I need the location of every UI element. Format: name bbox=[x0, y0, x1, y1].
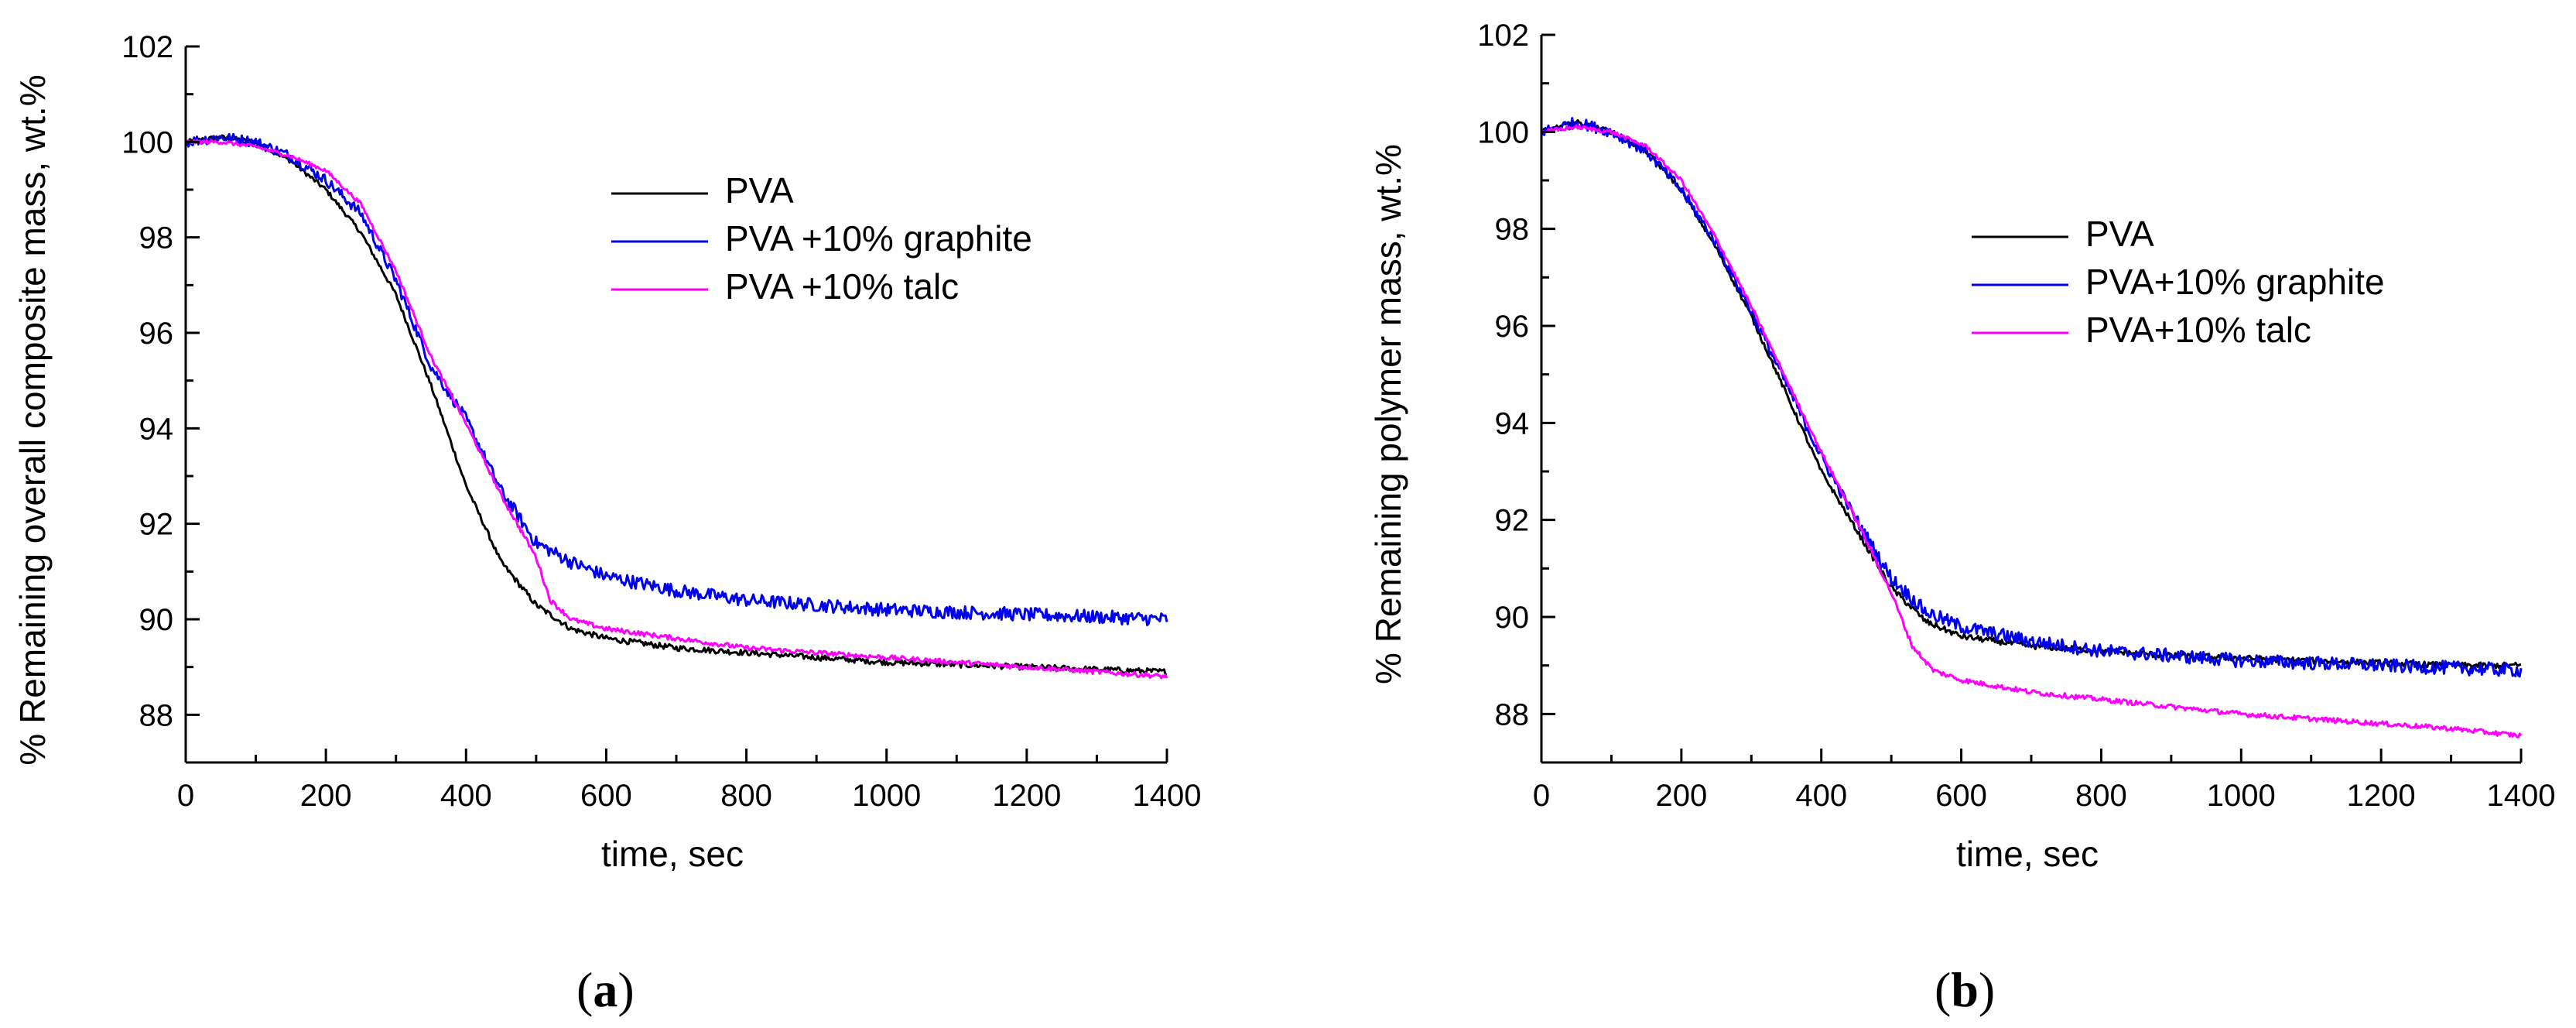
y-tick-label: 100 bbox=[1477, 115, 1529, 149]
legend-label-1: PVA bbox=[725, 170, 794, 211]
panel-label: (a) bbox=[576, 962, 635, 1017]
y-tick-label: 90 bbox=[1495, 601, 1530, 635]
x-tick-label: 800 bbox=[2075, 779, 2127, 813]
x-tick-label: 1200 bbox=[2347, 779, 2416, 813]
series-line-3 bbox=[1540, 124, 2523, 738]
x-tick-label: 200 bbox=[1655, 779, 1707, 813]
x-axis-title: time, sec bbox=[1956, 834, 2099, 874]
y-tick-label: 94 bbox=[139, 412, 174, 446]
y-axis-title: % Remaining polymer mass, wt.% bbox=[1368, 144, 1408, 684]
y-tick-label: 92 bbox=[139, 508, 174, 542]
series-line-2 bbox=[185, 132, 1168, 626]
panel-label: (b) bbox=[1935, 962, 1995, 1017]
x-tick-label: 600 bbox=[1935, 779, 1987, 813]
x-tick-label: 1000 bbox=[2207, 779, 2276, 813]
series-line-3 bbox=[185, 139, 1168, 680]
y-tick-label: 92 bbox=[1495, 504, 1530, 538]
y-tick-label: 88 bbox=[139, 698, 174, 732]
panel-letter: a bbox=[593, 962, 617, 1017]
x-tick-label: 1400 bbox=[2487, 779, 2556, 813]
panel-paren-close: ) bbox=[617, 962, 634, 1017]
y-tick-label: 96 bbox=[1495, 310, 1530, 344]
x-axis-title: time, sec bbox=[601, 834, 744, 874]
x-tick-label: 1200 bbox=[992, 779, 1061, 813]
legend-label-1: PVA bbox=[2085, 214, 2154, 254]
y-tick-label: 88 bbox=[1495, 697, 1530, 732]
panel-letter: b bbox=[1951, 962, 1979, 1017]
series-line-1 bbox=[184, 134, 1168, 676]
legend-label-3: PVA+10% talc bbox=[2085, 310, 2311, 350]
y-tick-label: 94 bbox=[1495, 406, 1530, 440]
y-tick-label: 102 bbox=[121, 30, 173, 64]
chart-panel-b: 0 200 400 600 800 1000 1200 1400 88 90 92 94 96 98 100… bbox=[1368, 19, 2555, 1017]
panel-paren-close: ) bbox=[1979, 962, 1995, 1017]
panel-paren-open: ( bbox=[576, 962, 593, 1017]
y-tick-label: 98 bbox=[1495, 213, 1530, 247]
series-line-2 bbox=[1540, 117, 2523, 678]
x-tick-label: 800 bbox=[720, 779, 772, 813]
chart-panel-a: 0 200 400 600 800 1000 1200 1400 88 90 92 94 96 98 100… bbox=[12, 30, 1201, 1017]
x-tick-label: 400 bbox=[440, 779, 492, 813]
y-tick-label: 98 bbox=[139, 221, 174, 255]
y-tick-label: 102 bbox=[1477, 19, 1529, 53]
y-tick-label: 100 bbox=[121, 125, 173, 159]
legend-label-3: PVA +10% talc bbox=[725, 266, 959, 307]
x-tick-label: 400 bbox=[1795, 779, 1847, 813]
x-tick-label: 0 bbox=[177, 779, 194, 813]
x-tick-label: 1000 bbox=[852, 779, 921, 813]
y-tick-label: 90 bbox=[139, 603, 174, 637]
series-line-1 bbox=[1540, 118, 2522, 670]
panel-paren-open: ( bbox=[1935, 962, 1951, 1017]
legend-label-2: PVA+10% graphite bbox=[2085, 262, 2385, 302]
y-axis-title: % Remaining overall composite mass, wt.% bbox=[12, 74, 53, 765]
legend-label-2: PVA +10% graphite bbox=[725, 218, 1032, 259]
x-tick-label: 0 bbox=[1533, 779, 1550, 813]
x-tick-label: 200 bbox=[300, 779, 352, 813]
x-tick-label: 600 bbox=[580, 779, 632, 813]
y-tick-label: 96 bbox=[139, 317, 174, 351]
x-tick-label: 1400 bbox=[1133, 779, 1202, 813]
